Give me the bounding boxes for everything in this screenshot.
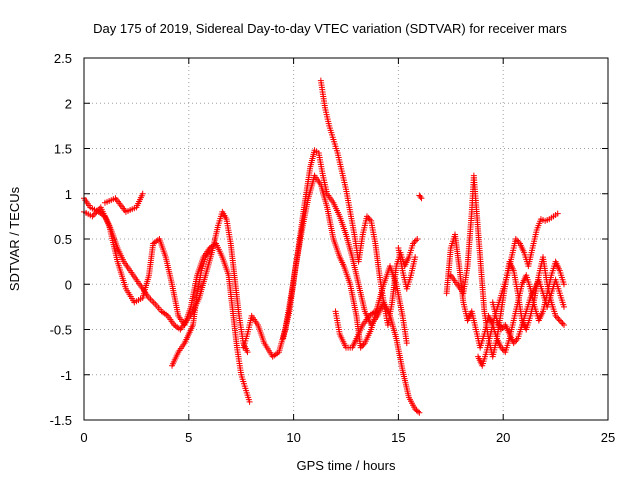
data-series — [81, 77, 567, 416]
data-point — [246, 398, 253, 405]
y-axis: -1.5 -1 -0.5 0 0.5 1 1.5 2 2.5 — [50, 51, 608, 428]
series-track-m — [475, 210, 561, 369]
y-tick-label: -1 — [60, 368, 72, 383]
data-point — [559, 320, 566, 327]
data-point — [417, 193, 424, 200]
x-tick-label: 5 — [185, 430, 192, 445]
series-track-c — [101, 190, 146, 215]
y-tick-label: -0.5 — [50, 323, 72, 338]
data-point — [244, 349, 251, 356]
y-tick-label: -1.5 — [50, 413, 72, 428]
data-point — [372, 308, 379, 315]
series-track-n — [489, 276, 567, 347]
series-track-h — [332, 308, 379, 351]
data-point — [150, 299, 157, 306]
x-axis-label: GPS time / hours — [297, 458, 396, 473]
data-point — [90, 211, 97, 218]
data-point — [147, 296, 154, 303]
y-axis-label: SDTVAR / TECUs — [7, 186, 22, 291]
data-point — [149, 297, 156, 304]
data-point — [139, 190, 146, 197]
data-point — [555, 315, 562, 322]
x-tick-label: 10 — [286, 430, 300, 445]
series-track-g — [317, 77, 421, 328]
data-point — [412, 254, 419, 261]
data-point — [560, 321, 567, 328]
series-track-f — [280, 172, 410, 351]
series-track-b — [81, 204, 253, 405]
data-point — [414, 408, 421, 415]
y-tick-label: 2 — [65, 96, 72, 111]
chart-title: Day 175 of 2019, Sidereal Day-to-day VTE… — [93, 21, 567, 36]
data-point — [206, 246, 213, 253]
y-tick-label: 1.5 — [54, 142, 72, 157]
series-track-i — [395, 245, 419, 292]
data-point — [412, 237, 419, 244]
x-tick-label: 0 — [80, 430, 87, 445]
data-point — [403, 340, 410, 347]
x-axis: 0 5 10 15 20 25 — [80, 58, 615, 445]
data-point — [556, 317, 563, 324]
x-tick-label: 15 — [391, 430, 405, 445]
series-track-j — [416, 192, 425, 202]
y-tick-label: 2.5 — [54, 51, 72, 66]
x-tick-label: 25 — [601, 430, 615, 445]
data-point — [416, 409, 423, 416]
data-point — [418, 195, 425, 202]
data-point — [558, 318, 565, 325]
data-point — [554, 210, 561, 217]
y-tick-label: 0 — [65, 277, 72, 292]
data-point — [414, 236, 421, 242]
y-tick-label: 0.5 — [54, 232, 72, 247]
series-track-d — [169, 246, 213, 369]
data-point — [560, 303, 567, 310]
y-tick-label: 1 — [65, 187, 72, 202]
x-tick-label: 20 — [496, 430, 510, 445]
data-point — [560, 281, 567, 288]
